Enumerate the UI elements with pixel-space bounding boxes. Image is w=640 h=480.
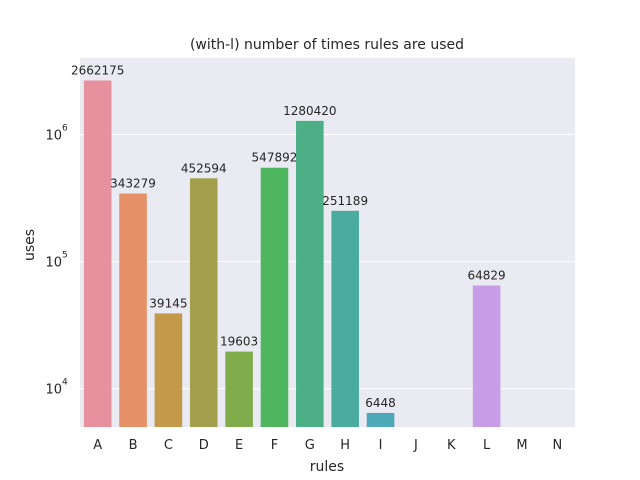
bar-H <box>331 210 359 427</box>
data-label-L: 64829 <box>468 269 506 283</box>
data-label-I: 6448 <box>365 396 396 410</box>
x-tick-label-G: G <box>305 438 315 453</box>
bar-E <box>225 351 253 427</box>
bar-B <box>119 193 147 427</box>
bar-D <box>189 178 218 427</box>
data-label-B: 343279 <box>110 177 156 191</box>
x-tick-label-E: E <box>235 438 243 453</box>
y-tick-label: 10 <box>45 129 62 144</box>
data-label-E: 19603 <box>220 335 258 349</box>
bar-G <box>296 120 324 427</box>
data-label-H: 251189 <box>322 194 368 208</box>
x-tick-label-C: C <box>164 438 173 453</box>
y-tick-label: 10 <box>45 256 62 271</box>
x-tick-label-F: F <box>271 438 278 453</box>
y-axis-label: uses <box>22 229 38 261</box>
bar-A <box>83 80 112 427</box>
data-label-D: 452594 <box>181 161 227 175</box>
x-tick-label-A: A <box>93 438 102 453</box>
y-tick-exponent: 4 <box>62 378 68 388</box>
data-labels: 2662175 343279 39145 452594 19603 547892 12804… <box>71 63 506 409</box>
x-tick-label-J: J <box>413 438 418 453</box>
chart-title: (with-l) number of times rules are used <box>190 37 464 53</box>
x-tick-label-L: L <box>483 438 491 453</box>
x-tick-label-K: K <box>447 438 456 453</box>
y-tick-exponent: 5 <box>62 251 68 261</box>
y-tick-exponent: 6 <box>62 124 68 134</box>
bar-C <box>154 313 183 427</box>
x-tick-label-N: N <box>552 438 562 453</box>
bars <box>83 80 501 427</box>
data-label-A: 2662175 <box>71 63 124 77</box>
data-label-C: 39145 <box>149 296 187 310</box>
x-tick-label-I: I <box>379 438 383 453</box>
bar-F <box>260 167 289 427</box>
x-tick-label-H: H <box>340 438 350 453</box>
data-label-F: 547892 <box>252 151 298 165</box>
x-tick-label-M: M <box>516 438 527 453</box>
x-tick-label-B: B <box>129 438 138 453</box>
x-tick-label-D: D <box>199 438 209 453</box>
bar-I <box>366 412 395 427</box>
data-label-G: 1280420 <box>283 104 336 118</box>
y-tick-label: 10 <box>45 383 62 398</box>
x-axis-label: rules <box>310 459 344 475</box>
bar-L <box>472 285 501 427</box>
x-tick-labels: A B C D E F G H I J K L M N <box>93 438 562 453</box>
